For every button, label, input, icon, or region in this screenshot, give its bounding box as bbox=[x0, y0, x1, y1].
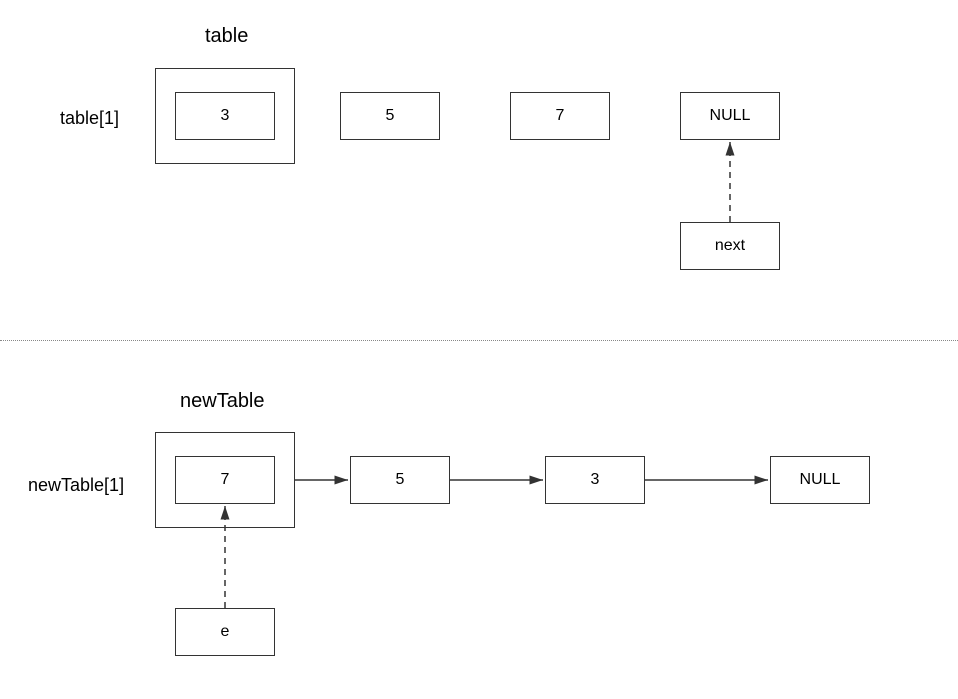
top-node-null-text: NULL bbox=[710, 107, 751, 125]
top-node-7: 7 bbox=[510, 92, 610, 140]
edges-layer bbox=[0, 0, 958, 699]
top-node-next: next bbox=[680, 222, 780, 270]
bottom-node-null: NULL bbox=[770, 456, 870, 504]
top-heading: table bbox=[205, 25, 248, 48]
top-node-5-text: 5 bbox=[386, 107, 395, 125]
top-node-5: 5 bbox=[340, 92, 440, 140]
top-node-next-text: next bbox=[715, 237, 745, 255]
top-node-7-text: 7 bbox=[556, 107, 565, 125]
bottom-node-5-text: 5 bbox=[396, 471, 405, 489]
bottom-inner-node: 7 bbox=[175, 456, 275, 504]
bottom-node-3: 3 bbox=[545, 456, 645, 504]
top-node-null: NULL bbox=[680, 92, 780, 140]
top-inner-text: 3 bbox=[221, 107, 230, 125]
bottom-inner-text: 7 bbox=[221, 471, 230, 489]
bottom-heading: newTable bbox=[180, 390, 265, 413]
top-inner-node: 3 bbox=[175, 92, 275, 140]
top-row-label: table[1] bbox=[60, 108, 119, 129]
bottom-row-label: newTable[1] bbox=[28, 475, 124, 496]
bottom-node-5: 5 bbox=[350, 456, 450, 504]
bottom-node-e-text: e bbox=[221, 623, 230, 641]
bottom-node-e: e bbox=[175, 608, 275, 656]
section-divider bbox=[0, 340, 958, 341]
bottom-node-null-text: NULL bbox=[800, 471, 841, 489]
bottom-node-3-text: 3 bbox=[591, 471, 600, 489]
